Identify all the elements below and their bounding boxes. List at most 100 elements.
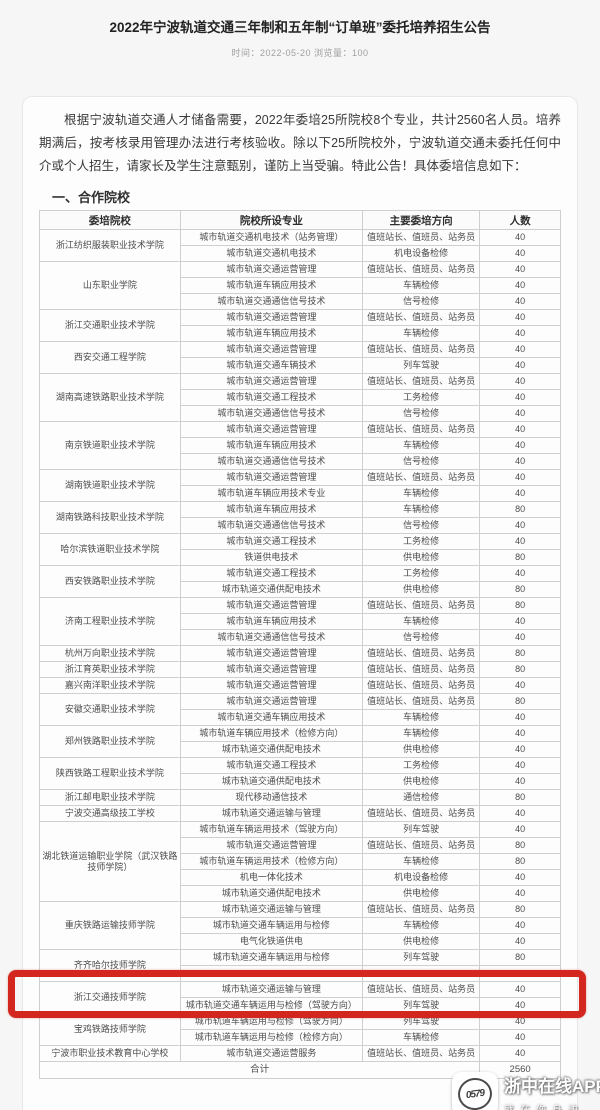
count-cell: 80 — [479, 549, 561, 566]
count-cell: 40 — [479, 373, 561, 390]
count-cell: 40 — [479, 725, 561, 742]
table-row: 浙江交通职业技术学院 城市轨道交通运营管理 值班站长、值班员、站务员 40 — [39, 309, 561, 342]
direction-cell: 供电检修 — [361, 933, 481, 950]
direction-cell: 值班站长、值班员、站务员 — [361, 421, 481, 438]
table-row: 城市轨道交通供配电技术 供电检修 40 — [40, 885, 561, 902]
major-cell: 城市轨道交通运营服务 — [179, 1045, 364, 1062]
table-row: 城市轨道交通通信信号技术 信号检修 40 — [40, 293, 561, 310]
direction-cell: 值班站长、值班员、站务员 — [361, 645, 481, 662]
college-name-cell: 浙江纺织服装职业技术学院 — [39, 229, 181, 262]
direction-cell: 信号检修 — [361, 517, 481, 534]
college-name-cell: 宝鸡铁路技师学院 — [39, 1013, 181, 1046]
direction-cell: 供电检修 — [361, 741, 481, 758]
major-cell: 城市轨道交通运输与管理 — [179, 981, 364, 998]
direction-cell: 车辆检修 — [361, 501, 481, 518]
table-row: 机电一体化技术 机电设备检修 40 — [40, 869, 561, 886]
college-name-cell: 山东职业学院 — [39, 261, 181, 310]
total-value-cell: 2560 — [479, 1061, 561, 1079]
direction-cell: 车辆检修 — [361, 485, 481, 502]
table-row: 重庆铁路运输技师学院 城市轨道交通运输与管理 值班站长、值班员、站务员 80 — [39, 901, 561, 950]
major-cell: 城市轨道交通工程技术 — [179, 757, 364, 774]
college-name-cell: 浙江育英职业技术学院 — [39, 661, 181, 678]
college-name-cell: 湖南铁路科技职业技术学院 — [39, 501, 181, 534]
major-cell: 城市轨道交通车辆运用与检修（驾驶方向） — [179, 997, 364, 1014]
table-row: 西安铁路职业技术学院 城市轨道交通工程技术 工务检修 40 — [39, 565, 561, 598]
cooperation-table: 委培院校 院校所设专业 主要委培方向 人数 浙江纺织服装职业技术学院 城市轨道交通… — [38, 210, 561, 1079]
major-cell: 城市轨道交通供配电技术 — [179, 741, 364, 758]
count-cell: 40 — [479, 341, 561, 358]
article-meta: 时间：2022-05-20 浏览量：100 — [231, 48, 369, 59]
table-row: 安徽交通职业技术学院 城市轨道交通运营管理 值班站长、值班员、站务员 80 — [39, 693, 561, 726]
direction-cell: 值班站长、值班员、站务员 — [361, 677, 481, 694]
table-row: 宁波市职业技术教育中心学校 城市轨道交通运营服务 值班站长、值班员、站务员 40 — [39, 1045, 561, 1062]
intro-paragraph: 根据宁波轨道交通人才储备需要，2022年委培25所院校8个专业，共计2560名人… — [39, 113, 561, 173]
major-cell: 城市轨道交通运营管理 — [179, 597, 364, 614]
count-cell: 40 — [479, 245, 561, 262]
direction-cell: 值班站长、值班员、站务员 — [361, 981, 481, 998]
table-row: 城市轨道车辆应用技术 车辆检修 40 — [40, 613, 561, 630]
major-cell: 城市轨道交通运营管理 — [179, 421, 364, 438]
major-cell: 现代移动通信技术 — [179, 789, 364, 806]
college-name-cell: 济南工程职业技术学院 — [39, 597, 181, 646]
table-row: 嘉兴南洋职业技术学院 城市轨道交通运营管理 值班站长、值班员、站务员 40 — [39, 677, 561, 694]
major-cell: 城市轨道车辆应用技术 — [179, 613, 364, 630]
major-cell: 城市轨道车辆运用技术（驾驶方向） — [179, 821, 364, 838]
major-cell: 城市轨道交通工程技术 — [179, 565, 364, 582]
count-cell — [479, 965, 561, 982]
major-cell: 城市轨道交通机电技术（站务管理） — [179, 229, 364, 246]
count-cell: 40 — [479, 453, 561, 470]
major-cell: 电气化铁道供电 — [179, 933, 364, 950]
count-cell: 80 — [479, 901, 561, 918]
count-cell: 40 — [479, 741, 561, 758]
direction-cell: 车辆检修 — [361, 1029, 481, 1046]
direction-cell: 工务检修 — [361, 565, 481, 582]
count-cell: 80 — [479, 837, 561, 854]
direction-cell: 信号检修 — [361, 629, 481, 646]
count-cell: 40 — [479, 1013, 561, 1030]
count-cell: 40 — [479, 389, 561, 406]
count-cell: 40 — [479, 517, 561, 534]
direction-cell: 车辆检修 — [361, 853, 481, 870]
header-count: 人数 — [479, 210, 561, 230]
table-row: 城市轨道交通通信信号技术 信号检修 40 — [40, 517, 561, 534]
major-cell: 城市轨道交通工程技术 — [179, 389, 364, 406]
table-row: 城市轨道交通车辆应用技术 车辆检修 40 — [40, 709, 561, 726]
major-cell: 城市轨道车辆应用技术（检修方向） — [179, 725, 364, 742]
count-cell: 40 — [479, 533, 561, 550]
header-direction: 主要委培方向 — [361, 210, 481, 230]
table-row: 城市轨道车辆应用技术 车辆检修 40 — [40, 437, 561, 454]
table-row: 浙江纺织服装职业技术学院 城市轨道交通机电技术（站务管理） 值班站长、值班员、站务员… — [39, 229, 561, 262]
major-cell: 城市轨道交通供配电技术 — [179, 581, 364, 598]
major-cell: 城市轨道交通供配电技术 — [179, 773, 364, 790]
direction-cell: 值班站长、值班员、站务员 — [361, 805, 481, 822]
major-cell: 城市轨道车辆运用与检修（驾驶方向） — [179, 1013, 364, 1030]
major-cell: 城市轨道车辆应用技术 — [179, 501, 364, 518]
major-cell: 城市轨道车辆应用技术 — [179, 325, 364, 342]
count-cell: 40 — [479, 437, 561, 454]
header-college: 委培院校 — [39, 210, 181, 230]
direction-cell: 车辆检修 — [361, 325, 481, 342]
direction-cell: 值班站长、值班员、站务员 — [361, 261, 481, 278]
major-cell: 城市轨道交通车辆运用与检修 — [179, 949, 364, 966]
article-card: 根据宁波轨道交通人才储备需要，2022年委培25所院校8个专业，共计2560名人… — [22, 96, 578, 1110]
college-name-cell: 嘉兴南洋职业技术学院 — [39, 677, 181, 694]
major-cell: 城市轨道车辆运用技术（检修方向） — [179, 853, 364, 870]
count-cell: 40 — [479, 565, 561, 582]
total-label-cell: 合计 — [38, 1061, 481, 1079]
count-cell: 80 — [479, 581, 561, 598]
direction-cell: 值班站长、值班员、站务员 — [361, 661, 481, 678]
college-name-cell: 宁波市职业技术教育中心学校 — [39, 1045, 181, 1062]
direction-cell: 车辆检修 — [361, 437, 481, 454]
count-cell: 40 — [479, 885, 561, 902]
direction-cell — [361, 965, 481, 982]
direction-cell: 列车驾驶 — [361, 997, 481, 1014]
count-cell: 40 — [479, 757, 561, 774]
table-row: 湖南铁路科技职业技术学院 城市轨道车辆应用技术 车辆检修 80 — [39, 501, 561, 534]
count-cell: 40 — [479, 917, 561, 934]
count-cell: 40 — [479, 277, 561, 294]
count-cell: 40 — [479, 421, 561, 438]
major-cell: 城市轨道交通运营管理 — [179, 341, 364, 358]
major-cell: 城市轨道交通车辆运用与检修 — [179, 917, 364, 934]
major-cell: 铁道供电技术 — [179, 549, 364, 566]
college-name-cell: 陕西铁路工程职业技术学院 — [39, 757, 181, 790]
